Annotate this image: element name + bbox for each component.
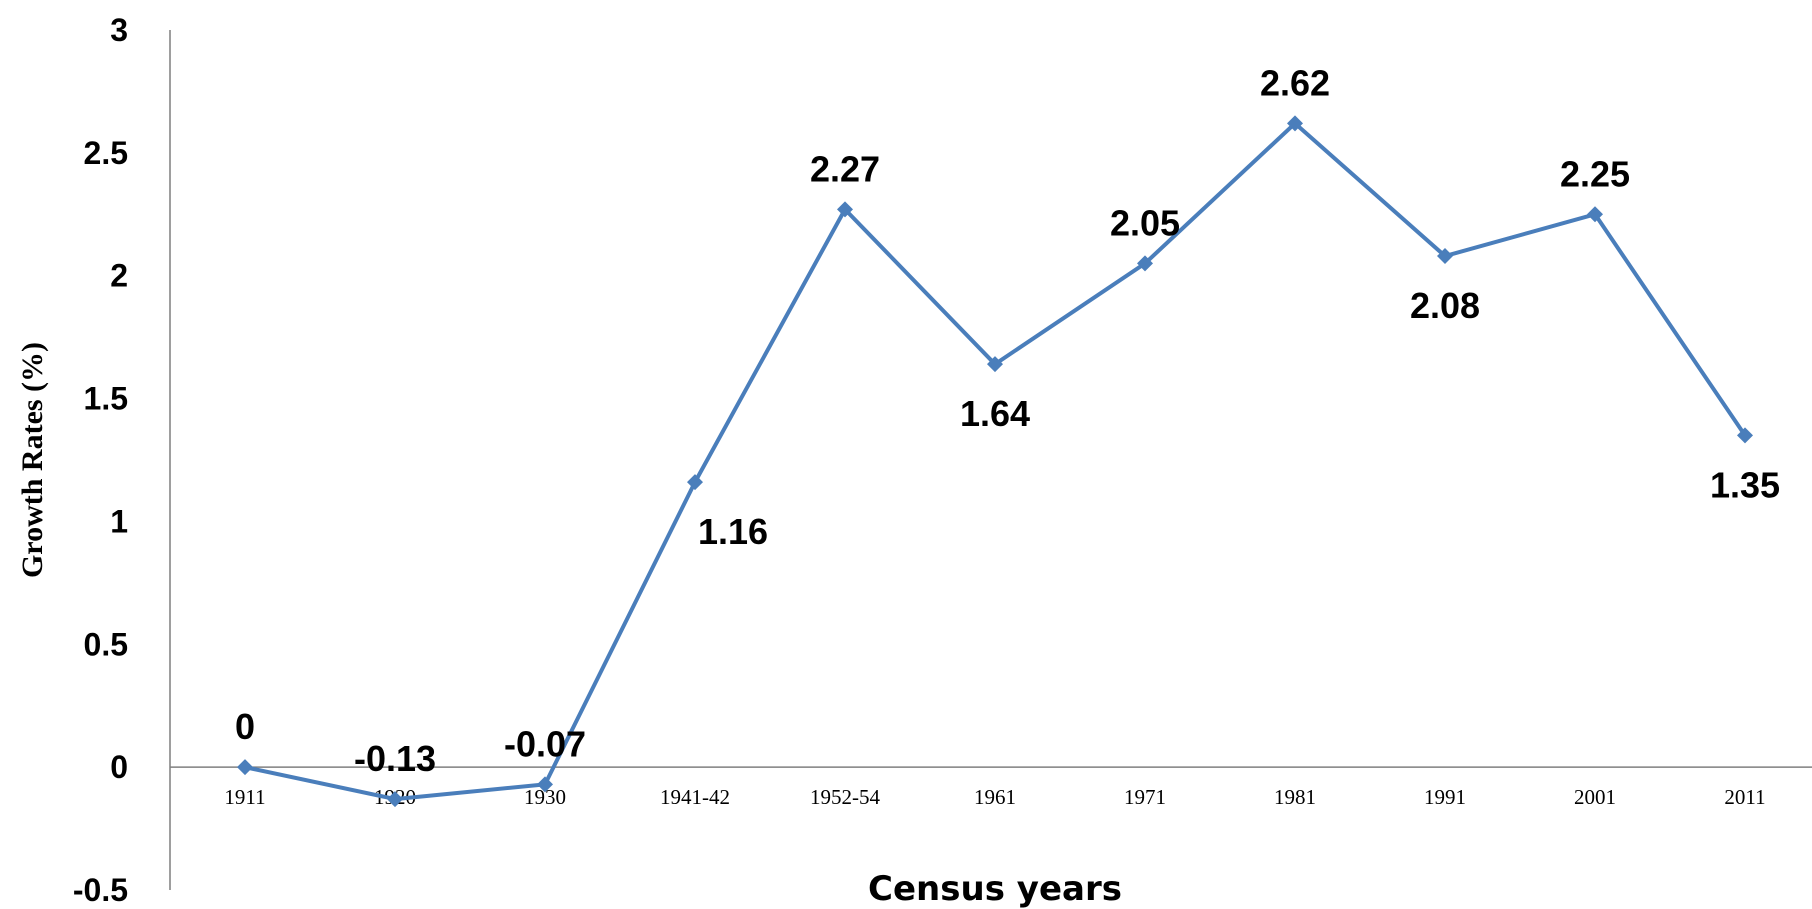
y-tick-label: 1	[110, 503, 128, 539]
y-tick-label: 2	[110, 258, 128, 294]
x-tick-label: 2011	[1724, 785, 1765, 809]
data-point-marker	[687, 474, 703, 491]
data-point-marker	[1437, 248, 1453, 265]
x-tick-label: 1971	[1124, 785, 1166, 809]
y-tick-labels: 3 2.5 2 1.5 1 0.5 0 -0.5	[73, 12, 128, 908]
data-label: 1.35	[1710, 464, 1780, 505]
x-tick-label: 1911	[224, 785, 265, 809]
data-point-marker	[387, 791, 403, 808]
x-tick-label: 1991	[1424, 785, 1466, 809]
axes-group	[169, 30, 1812, 890]
data-point-marker	[987, 356, 1003, 373]
data-point-marker	[837, 201, 853, 218]
data-point-marker	[1587, 206, 1603, 223]
y-tick-label: 3	[110, 12, 128, 48]
data-label: -0.07	[504, 723, 586, 764]
data-label: 2.25	[1560, 153, 1630, 194]
data-point-marker	[537, 776, 553, 793]
data-label: 1.16	[698, 511, 768, 552]
data-label: 2.05	[1110, 202, 1180, 243]
y-tick-label: -0.5	[73, 872, 128, 908]
x-tick-label: 1961	[974, 785, 1016, 809]
data-label: 2.62	[1260, 62, 1330, 103]
data-point-marker	[237, 759, 253, 776]
x-tick-label: 1941-42	[660, 785, 730, 809]
data-label: 2.27	[810, 148, 880, 189]
x-tick-label: 1952-54	[810, 785, 880, 809]
series-markers	[237, 115, 1753, 808]
data-label: 2.08	[1410, 285, 1480, 326]
data-point-marker	[1137, 255, 1153, 272]
y-tick-label: 1.5	[84, 381, 128, 417]
x-tick-label: 1981	[1274, 785, 1316, 809]
y-tick-label: 0	[110, 749, 128, 785]
data-label: -0.13	[354, 738, 436, 779]
y-axis-title: Growth Rates (%)	[16, 342, 49, 578]
y-tick-label: 0.5	[84, 626, 128, 662]
series-line	[244, 121, 1747, 802]
data-point-marker	[1737, 427, 1753, 444]
data-label: 1.64	[960, 393, 1030, 434]
x-tick-labels: 1911192019301941-421952-5419611971198119…	[224, 785, 1765, 809]
data-labels: 0 -0.13 -0.07 1.16 2.27 1.64 2.05 2.62 2.08 2.25 1…	[235, 62, 1780, 779]
data-label: 0	[235, 706, 255, 747]
x-axis-title: Census years	[868, 869, 1122, 909]
x-tick-label: 2001	[1574, 785, 1616, 809]
data-point-marker	[1287, 115, 1303, 132]
y-tick-label: 2.5	[84, 135, 128, 171]
